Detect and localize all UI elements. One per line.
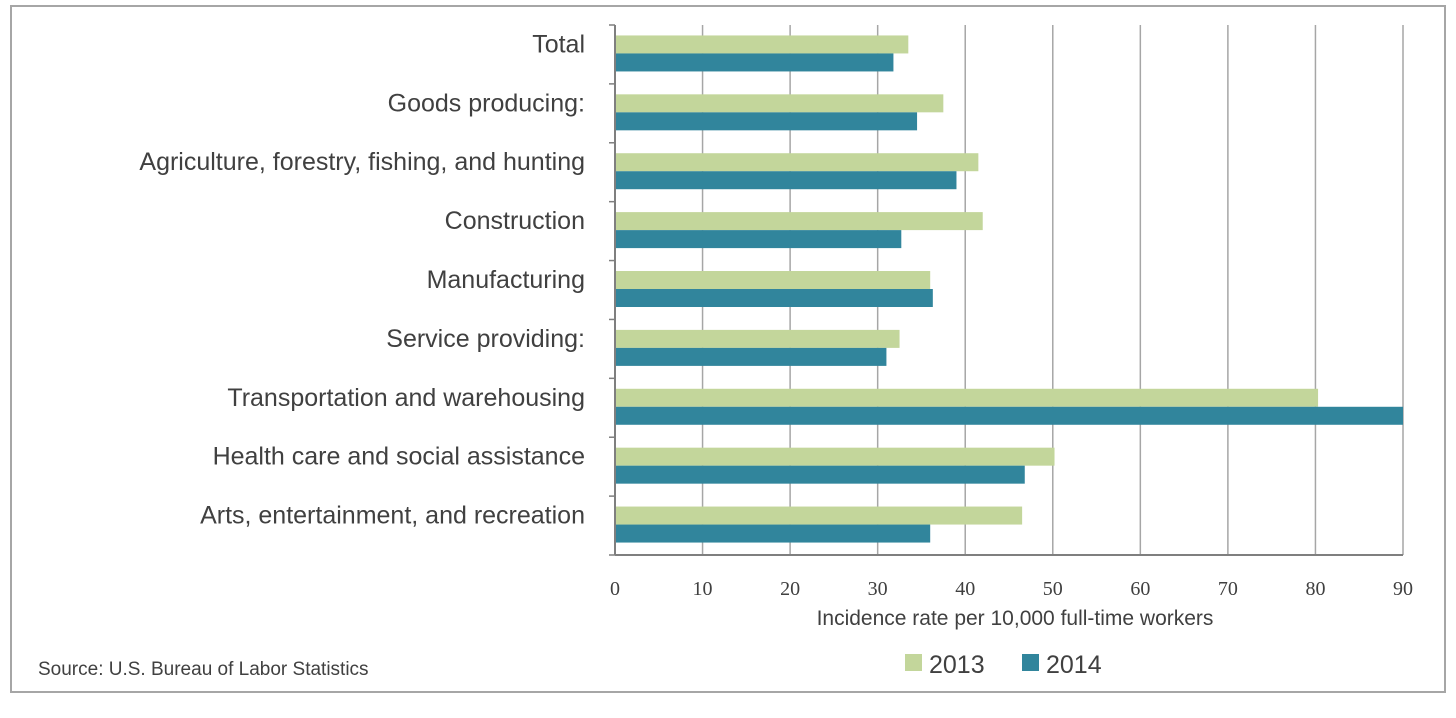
category-label: Manufacturing [427, 266, 585, 294]
bar-2014 [615, 230, 902, 249]
x-tick-label: 60 [1130, 578, 1150, 600]
bar-2014 [615, 465, 1025, 484]
x-tick-label: 30 [868, 578, 888, 600]
legend-label-2013: 2013 [929, 651, 985, 679]
bar-2013 [615, 153, 979, 172]
category-label: Health care and social assistance [213, 443, 585, 471]
x-tick-label: 90 [1393, 578, 1413, 600]
legend: 2013 2014 [905, 651, 1102, 679]
legend-label-2014: 2014 [1046, 651, 1102, 679]
source-note: Source: U.S. Bureau of Labor Statistics [38, 659, 369, 680]
bar-2013 [615, 447, 1055, 466]
bar-2014 [615, 524, 931, 543]
bar-2013 [615, 329, 900, 348]
axes [609, 24, 1403, 556]
x-tick-label: 10 [693, 578, 713, 600]
category-label: Service providing: [386, 325, 585, 353]
category-label: Total [532, 30, 585, 58]
x-tick-labels: 0 10 20 30 40 50 60 70 80 90 [610, 578, 1413, 600]
x-tick-label: 50 [1043, 578, 1063, 600]
bar-2014 [615, 406, 1403, 425]
bar-2014 [615, 347, 887, 366]
bars [615, 35, 1403, 543]
bar-2013 [615, 212, 983, 231]
bar-2013 [615, 35, 909, 54]
x-tick-label: 70 [1218, 578, 1238, 600]
bar-2013 [615, 506, 1023, 525]
category-label: Agriculture, forestry, fishing, and hunt… [139, 148, 585, 176]
legend-swatch-2013 [905, 654, 922, 671]
legend-swatch-2014 [1022, 654, 1039, 671]
x-tick-label: 80 [1305, 578, 1325, 600]
bar-2014 [615, 289, 933, 307]
x-tick-label: 0 [610, 578, 620, 600]
x-tick-label: 40 [955, 578, 975, 600]
bar-2014 [615, 53, 894, 72]
category-label: Goods producing: [388, 89, 585, 117]
bar-2013 [615, 94, 944, 113]
category-label: Arts, entertainment, and recreation [200, 502, 585, 530]
x-axis-title: Incidence rate per 10,000 full-time work… [817, 607, 1214, 630]
bar-2014 [615, 112, 918, 131]
category-label: Transportation and warehousing [227, 384, 585, 412]
bar-2013 [615, 388, 1319, 407]
category-label: Construction [445, 207, 585, 235]
x-tick-label: 20 [780, 578, 800, 600]
category-labels: Total Goods producing: Agriculture, forest… [139, 30, 585, 529]
bar-2013 [615, 271, 931, 289]
bar-2014 [615, 171, 957, 190]
